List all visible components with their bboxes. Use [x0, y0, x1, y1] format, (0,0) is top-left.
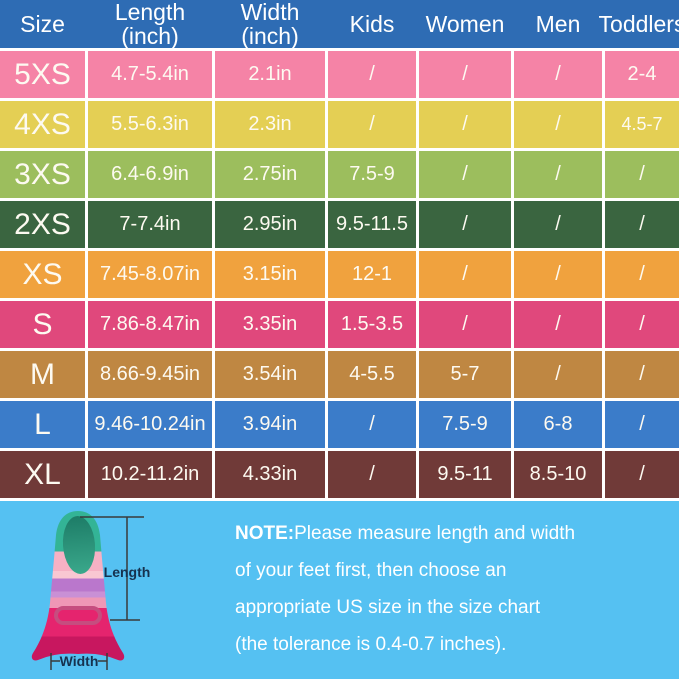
- men-cell: /: [514, 351, 602, 398]
- toddlers-cell: 2-4: [605, 51, 679, 98]
- toddlers-cell: /: [605, 201, 679, 248]
- women-cell: 5-7: [419, 351, 511, 398]
- size-cell: M: [0, 351, 85, 398]
- width-cell: 3.54in: [215, 351, 325, 398]
- size-cell: XL: [0, 451, 85, 498]
- header-length: Length (inch): [114, 0, 186, 49]
- header-size: Size: [20, 11, 65, 37]
- length-cell: 10.2-11.2in: [88, 451, 212, 498]
- length-cell: 5.5-6.3in: [88, 101, 212, 148]
- toddlers-cell: /: [605, 401, 679, 448]
- toddlers-cell: /: [605, 301, 679, 348]
- length-label: Length: [104, 564, 151, 580]
- women-cell: 9.5-11: [419, 451, 511, 498]
- table-row-l: L 9.46-10.24in 3.94in / 7.5-9 6-8 /: [0, 401, 679, 448]
- width-cell: 2.95in: [215, 201, 325, 248]
- size-cell: 5XS: [0, 51, 85, 98]
- size-cell: 3XS: [0, 151, 85, 198]
- fin-heel-slot: [54, 606, 102, 625]
- women-cell: /: [419, 201, 511, 248]
- size-cell: 4XS: [0, 101, 85, 148]
- width-cell: 2.1in: [215, 51, 325, 98]
- kids-cell: /: [328, 401, 416, 448]
- note-line: appropriate US size in the size chart: [235, 597, 541, 618]
- size-cell: L: [0, 401, 85, 448]
- length-cell: 7.45-8.07in: [88, 251, 212, 298]
- note-text: NOTE:Please measure length and width of …: [235, 515, 665, 663]
- width-cell: 2.3in: [215, 101, 325, 148]
- toddlers-cell: /: [605, 251, 679, 298]
- header-women: Women: [425, 11, 505, 37]
- women-cell: 7.5-9: [419, 401, 511, 448]
- kids-cell: /: [328, 451, 416, 498]
- width-cell: 3.35in: [215, 301, 325, 348]
- header-toddlers: Toddlers: [598, 11, 679, 37]
- table-row-2xs: 2XS 7-7.4in 2.95in 9.5-11.5 / / /: [0, 201, 679, 248]
- length-cell: 6.4-6.9in: [88, 151, 212, 198]
- kids-cell: /: [328, 51, 416, 98]
- length-cell: 4.7-5.4in: [88, 51, 212, 98]
- kids-cell: /: [328, 101, 416, 148]
- women-cell: /: [419, 301, 511, 348]
- size-cell: XS: [0, 251, 85, 298]
- kids-cell: 12-1: [328, 251, 416, 298]
- length-cell: 8.66-9.45in: [88, 351, 212, 398]
- table-row-xl: XL 10.2-11.2in 4.33in / 9.5-11 8.5-10 /: [0, 451, 679, 498]
- women-cell: /: [419, 251, 511, 298]
- table-row-3xs: 3XS 6.4-6.9in 2.75in 7.5-9 / / /: [0, 151, 679, 198]
- width-cell: 3.15in: [215, 251, 325, 298]
- table-row-4xs: 4XS 5.5-6.3in 2.3in / / / 4.5-7: [0, 101, 679, 148]
- table-row-s: S 7.86-8.47in 3.35in 1.5-3.5 / / /: [0, 301, 679, 348]
- length-cell: 7.86-8.47in: [88, 301, 212, 348]
- size-cell: 2XS: [0, 201, 85, 248]
- men-cell: 6-8: [514, 401, 602, 448]
- length-cell: 7-7.4in: [88, 201, 212, 248]
- women-cell: /: [419, 51, 511, 98]
- toddlers-cell: /: [605, 351, 679, 398]
- header-width: Width (inch): [240, 0, 300, 49]
- men-cell: /: [514, 151, 602, 198]
- kids-cell: 7.5-9: [328, 151, 416, 198]
- header-men: Men: [535, 11, 581, 37]
- width-cell: 4.33in: [215, 451, 325, 498]
- note-section: Length Width NOTE:Please measure length …: [0, 501, 679, 679]
- length-cell: 9.46-10.24in: [88, 401, 212, 448]
- note-line: of your feet first, then choose an: [235, 560, 507, 581]
- toddlers-cell: /: [605, 451, 679, 498]
- table-row-xs: XS 7.45-8.07in 3.15in 12-1 / / /: [0, 251, 679, 298]
- fin-toe-opening: [62, 516, 96, 574]
- men-cell: /: [514, 251, 602, 298]
- women-cell: /: [419, 151, 511, 198]
- men-cell: /: [514, 101, 602, 148]
- table-row-5xs: 5XS 4.7-5.4in 2.1in / / / 2-4: [0, 51, 679, 98]
- size-cell: S: [0, 301, 85, 348]
- fin-body: [31, 511, 125, 661]
- men-cell: /: [514, 201, 602, 248]
- table-header: Size Length (inch) Width (inch) Kids Women…: [0, 0, 679, 48]
- header-kids: Kids: [349, 11, 395, 37]
- men-cell: 8.5-10: [514, 451, 602, 498]
- note-line: (the tolerance is 0.4-0.7 inches).: [235, 634, 507, 655]
- toddlers-cell: /: [605, 151, 679, 198]
- kids-cell: 1.5-3.5: [328, 301, 416, 348]
- width-cell: 2.75in: [215, 151, 325, 198]
- toddlers-cell: 4.5-7: [605, 101, 679, 148]
- men-cell: /: [514, 51, 602, 98]
- note-line: NOTE:Please measure length and width: [235, 523, 576, 544]
- fin-illustration: Length Width: [18, 505, 168, 682]
- swim-fin-diagram: Length Width: [31, 511, 151, 670]
- table-row-m: M 8.66-9.45in 3.54in 4-5.5 5-7 / /: [0, 351, 679, 398]
- women-cell: /: [419, 101, 511, 148]
- note-title: NOTE:: [235, 523, 295, 544]
- width-cell: 3.94in: [215, 401, 325, 448]
- men-cell: /: [514, 301, 602, 348]
- kids-cell: 9.5-11.5: [328, 201, 416, 248]
- width-label: Width: [60, 653, 99, 669]
- kids-cell: 4-5.5: [328, 351, 416, 398]
